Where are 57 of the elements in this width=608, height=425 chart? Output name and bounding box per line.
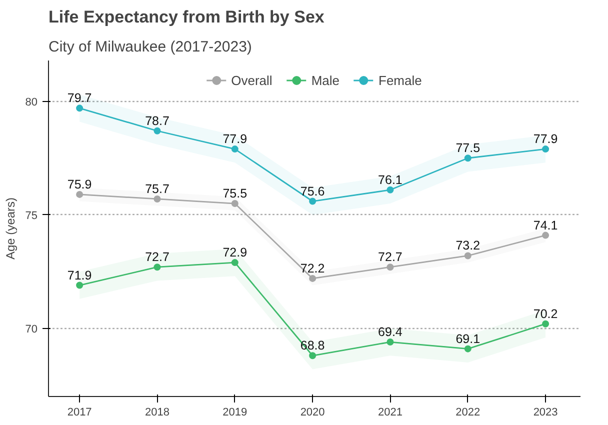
x-tick-label: 2021 (378, 406, 402, 418)
x-tick-label: 2018 (144, 406, 170, 418)
chart-subtitle: City of Milwaukee (2017-2023) (48, 38, 252, 56)
point (542, 146, 550, 153)
point (76, 190, 84, 198)
point (154, 195, 161, 202)
point (464, 154, 472, 162)
x-tick-label: 2019 (222, 406, 248, 418)
data-label: 72.2 (300, 261, 325, 276)
y-tick-label: 70 (25, 323, 38, 336)
point (464, 345, 472, 352)
legend-label: Overall (231, 72, 272, 88)
y-axis-title: Age (years) (3, 197, 18, 260)
data-label: 72.7 (378, 250, 402, 264)
y-tick-label: 75 (25, 210, 38, 222)
point (386, 186, 394, 194)
point (464, 252, 472, 260)
legend-label: Female (378, 72, 422, 88)
x-tick-label: 2022 (456, 406, 480, 418)
data-label: 75.7 (145, 182, 170, 196)
data-label: 75.9 (67, 177, 92, 192)
data-label: 76.1 (378, 172, 402, 187)
data-label: 77.9 (222, 132, 248, 146)
data-label: 74.1 (533, 218, 558, 232)
point (154, 264, 161, 271)
point (231, 259, 238, 266)
x-tick-label: 2020 (300, 406, 325, 418)
data-label: 69.1 (456, 332, 480, 346)
point (542, 232, 550, 239)
data-label: 72.7 (145, 250, 170, 264)
point (76, 282, 84, 289)
data-label: 79.7 (67, 91, 92, 106)
data-label: 78.7 (145, 114, 170, 128)
point (309, 198, 316, 205)
point (386, 264, 394, 271)
point (386, 338, 394, 346)
x-tick-label: 2017 (67, 406, 92, 418)
data-label: 77.9 (533, 132, 558, 146)
data-label: 70.2 (533, 306, 558, 321)
point (154, 127, 161, 134)
data-label: 75.6 (300, 184, 325, 198)
point (309, 352, 316, 360)
data-label: 77.5 (456, 141, 480, 156)
chart-title: Life Expectancy from Birth by Sex (48, 8, 325, 26)
point (231, 146, 238, 153)
y-tick-label: 80 (25, 96, 38, 108)
data-label: 75.5 (222, 186, 248, 201)
data-label: 72.9 (222, 246, 248, 260)
point (231, 200, 238, 208)
legend-label: Male (311, 72, 340, 88)
data-label: 69.4 (378, 325, 402, 340)
point (76, 104, 84, 112)
x-tick-label: 2023 (533, 406, 558, 418)
point (542, 320, 550, 328)
point (309, 274, 316, 282)
data-label: 73.2 (456, 238, 480, 253)
data-label: 71.9 (67, 268, 92, 282)
